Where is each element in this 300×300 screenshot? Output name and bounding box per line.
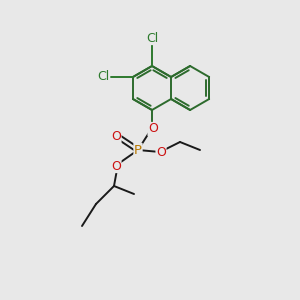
Text: O: O bbox=[148, 122, 158, 136]
Text: O: O bbox=[111, 130, 121, 143]
Text: P: P bbox=[134, 143, 142, 157]
Text: Cl: Cl bbox=[146, 32, 158, 44]
Text: O: O bbox=[156, 146, 166, 160]
Text: Cl: Cl bbox=[97, 70, 109, 83]
Text: O: O bbox=[111, 160, 121, 172]
